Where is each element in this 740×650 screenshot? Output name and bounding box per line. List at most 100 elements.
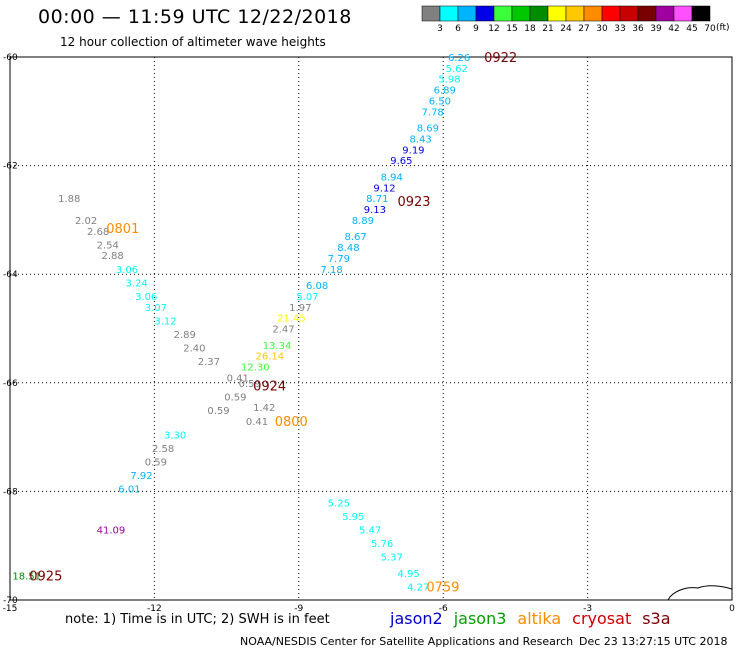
wave-height-label: 26.14	[255, 352, 284, 363]
wave-height-label: 9.19	[402, 145, 424, 156]
colorbar-tick-label: 15	[506, 24, 517, 34]
colorbar-swatch	[529, 5, 549, 22]
y-tick-label: -64	[3, 270, 18, 280]
colorbar-tick-label: 21	[542, 24, 553, 34]
colorbar-tick-label: 24	[560, 24, 572, 34]
colorbar-swatch	[511, 5, 531, 22]
colorbar-tick-label: 45	[686, 24, 697, 34]
wave-height-label: 2.54	[97, 240, 119, 251]
colorbar-tick-label: 39	[650, 24, 662, 34]
wave-height-label: 2.37	[198, 357, 220, 368]
pass-time-label: 0800	[275, 415, 308, 430]
wave-height-label: 8.94	[381, 172, 403, 183]
wave-height-label: 5.62	[446, 64, 468, 75]
wave-height-label: 1.97	[289, 303, 311, 314]
x-tick-label: 0	[729, 604, 735, 614]
wave-height-label: 6.89	[434, 86, 456, 97]
plot-frame	[9, 56, 733, 601]
wave-height-label: 2.68	[87, 227, 109, 238]
coastline	[667, 585, 733, 601]
colorbar-tick-label: 30	[596, 24, 608, 34]
wave-height-label: 7.79	[328, 254, 350, 265]
colorbar-swatch	[421, 5, 441, 22]
chart-title: 00:00 — 11:59 UTC 12/22/2018	[38, 6, 352, 28]
wave-height-label: 2.89	[174, 330, 196, 341]
x-tick-label: -9	[294, 604, 303, 614]
pass-time-label: 0922	[484, 51, 517, 66]
wave-height-label: 41.09	[97, 525, 126, 536]
colorbar-tick-label: 42	[668, 24, 679, 34]
wave-height-label: 3.07	[145, 303, 167, 314]
wave-height-label: 3.06	[135, 292, 157, 303]
wave-height-label: 8.69	[417, 124, 439, 135]
colorbar-swatch	[493, 5, 513, 22]
pass-time-label: 0923	[397, 195, 430, 210]
wave-height-label: 3.12	[154, 316, 176, 327]
wave-height-label: 7.78	[422, 107, 444, 118]
colorbar-swatch	[691, 5, 711, 22]
chart-subtitle: 12 hour collection of altimeter wave hei…	[60, 35, 326, 49]
colorbar-tick-label: 3	[437, 24, 443, 34]
wave-height-label: 8.89	[352, 216, 374, 227]
wave-height-label: 5.76	[371, 539, 393, 550]
legend-s3a: s3a	[642, 609, 671, 628]
satellite-legend: jason2 jason3 altika cryosat s3a	[390, 609, 682, 628]
x-tick-label: -15	[3, 604, 18, 614]
x-tick-label: -12	[147, 604, 162, 614]
wave-height-label: 5.37	[381, 553, 403, 564]
colorbar-tick-label: 33	[614, 24, 625, 34]
colorbar-swatch	[637, 5, 657, 22]
wave-height-label: 2.40	[183, 344, 205, 355]
legend-jason3: jason3	[453, 609, 507, 628]
wave-height-label: 8.48	[337, 243, 359, 254]
wave-height-label: 4.27	[407, 582, 429, 593]
x-tick-label: -3	[583, 604, 592, 614]
wave-height-label: 6.50	[429, 96, 451, 107]
colorbar-swatch	[655, 5, 675, 22]
y-tick-label: -60	[3, 53, 18, 63]
wave-height-label: 21.45	[277, 314, 306, 325]
pass-time-label: 0925	[29, 570, 62, 585]
pass-time-label: 0801	[106, 222, 139, 237]
wave-height-label: 8.67	[345, 232, 367, 243]
wave-height-label: 5.25	[328, 498, 350, 509]
wave-height-label: 1.42	[253, 403, 275, 414]
footer-timestamp: Dec 23 13:27:15 UTC 2018	[579, 635, 728, 648]
colorbar-tick-label: 6	[455, 24, 461, 34]
wave-height-label: 5.07	[296, 292, 318, 303]
x-tick-label: -6	[439, 604, 448, 614]
wave-height-label: 2.58	[152, 444, 174, 455]
wave-height-label: 12.30	[241, 363, 270, 374]
wave-height-label: 4.95	[397, 569, 419, 580]
footer-credit: NOAA/NESDIS Center for Satellite Applica…	[240, 635, 574, 648]
colorbar-tick-label: 18	[524, 24, 536, 34]
wave-height-label: 0.59	[224, 392, 246, 403]
wave-height-label: 13.34	[263, 341, 292, 352]
y-tick-label: -70	[3, 596, 18, 606]
colorbar-tick-label: 70	[704, 24, 716, 34]
legend-jason2: jason2	[390, 609, 443, 628]
colorbar-tick-label: 9	[473, 24, 479, 34]
y-tick-label: -66	[3, 379, 18, 389]
wave-height-label: 3.24	[126, 278, 148, 289]
wave-height-label: 0.41	[227, 373, 249, 384]
wave-height-label: 0.59	[207, 406, 229, 417]
pass-time-label: 0924	[253, 380, 286, 395]
wave-height-label: 1.88	[58, 194, 80, 205]
wave-height-label: 6.26	[448, 53, 470, 64]
wave-height-label: 0.59	[239, 379, 261, 390]
colorbar-swatch	[619, 5, 639, 22]
colorbar-unit: (ft)	[716, 23, 730, 33]
colorbar-swatch	[457, 5, 477, 22]
wave-height-label: 18.51	[12, 572, 41, 583]
wave-height-label: 3.06	[116, 265, 138, 276]
colorbar-tick-label: 36	[632, 24, 644, 34]
colorbar-swatch	[475, 5, 495, 22]
colorbar-swatch	[439, 5, 459, 22]
colorbar-tick-label: 27	[578, 24, 589, 34]
wave-height-label: 6.01	[118, 485, 140, 496]
wave-height-label: 3.30	[164, 430, 186, 441]
legend-cryosat: cryosat	[572, 609, 632, 628]
wave-height-label: 0.59	[145, 458, 167, 469]
